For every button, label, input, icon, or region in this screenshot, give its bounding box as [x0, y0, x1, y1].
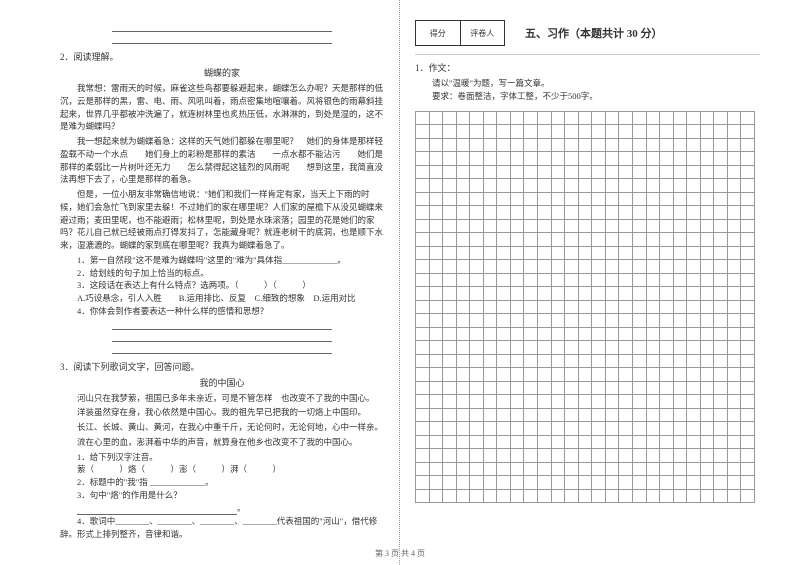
divider	[415, 54, 760, 55]
q2-s3: 3．这段话在表达上有什么特点？选两项。（ ）（ ）	[60, 279, 384, 292]
q2-p3: 但是，一位小朋友非常确信地说："她们和我们一样肯定有家，当天上下雨的时候，她们会…	[60, 188, 384, 252]
q3-s3: 3．句中"烙"的作用是什么？	[60, 489, 384, 502]
q3-number: 3．阅读下列歌词文字，回答问题。	[60, 360, 384, 373]
q3-title: 我的中国心	[60, 376, 384, 389]
q2-s1: 1．第一自然段"这不是难为蝴蝶吗"这里的"难为"具体指_____________…	[60, 254, 384, 267]
score-label: 得分	[416, 21, 461, 45]
grader-label: 评卷人	[461, 21, 505, 45]
q3-s1: 1．给下列汉字注音。	[60, 451, 384, 464]
q2-title: 蝴蝶的家	[60, 66, 384, 79]
score-box: 得分 评卷人	[415, 20, 505, 46]
right-column: 得分 评卷人 五、习作（本题共计 30 分） 1．作文： 请以"温暖"为题，写一…	[400, 0, 800, 565]
essay-prompt: 请以"温暖"为题，写一篇文章。	[415, 77, 760, 90]
answer-line	[112, 22, 332, 32]
answer-line	[112, 344, 332, 354]
writing-grid[interactable]	[415, 111, 755, 504]
answer-line	[112, 320, 332, 330]
section-header: 得分 评卷人 五、习作（本题共计 30 分）	[415, 20, 760, 46]
q3-p1: 河山只在我梦萦，祖国已多年未亲近，可是不管怎样 也改变不了我的中国心。	[60, 392, 384, 405]
answer-line	[112, 332, 332, 342]
q3-p3: 长江、长城、黄山、黄河，在我心中重千斤，无论何时，无论何地，心中一样亲。	[60, 421, 384, 434]
q3-s2: 2．标题中的"我"指 _____________。	[60, 476, 384, 489]
essay-requirements: 要求：卷面整洁，字体工整，不少于500字。	[415, 90, 760, 103]
q3-p4: 流在心里的血，澎湃着中华的声音，就算身在他乡也改变不了我的中国心。	[60, 436, 384, 449]
section-title: 五、习作（本题共计 30 分）	[525, 25, 663, 41]
q3-s1a: 萦（ ）烙（ ）澎（ ）湃（ ）	[60, 463, 384, 476]
page-footer: 第 3 页 共 4 页	[0, 548, 800, 559]
q2-s3-options: A.巧设悬念，引人入胜 B.运用排比、反复 C.细致的想象 D.运用对比	[60, 292, 384, 305]
q2-p1: 我常想：雷雨天的时候，麻雀这些鸟都要躲避起来，蝴蝶怎么办呢？天是那样的低沉，云是…	[60, 82, 384, 133]
essay-q-num: 1．作文：	[415, 61, 760, 74]
q2-p2: 我一想起来就为蝴蝶着急：这样的天气她们都躲在哪里呢？ 她们的身体是那样轻盈载不动…	[60, 135, 384, 186]
left-column: 2．阅读理解。 蝴蝶的家 我常想：雷雨天的时候，麻雀这些鸟都要躲避起来，蝴蝶怎么…	[0, 0, 400, 565]
q3-s4: 4．歌词中________、________、________、________…	[60, 515, 384, 541]
q2-number: 2．阅读理解。	[60, 50, 384, 63]
answer-line	[112, 34, 332, 44]
q3-p2: 洋装虽然穿在身，我心依然是中国心。我的祖先早已把我的一切烙上中国印。	[60, 406, 384, 419]
q2-s2: 2．给划线的句子加上恰当的标点。	[60, 267, 384, 280]
q2-s4: 4．你体会到作者要表达一种什么样的感情和思想？	[60, 305, 384, 318]
